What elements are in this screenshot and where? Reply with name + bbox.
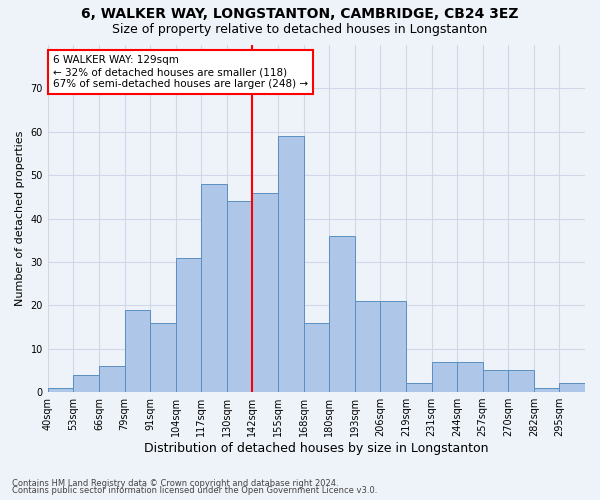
Bar <box>278 136 304 392</box>
Text: Contains public sector information licensed under the Open Government Licence v3: Contains public sector information licen… <box>12 486 377 495</box>
Bar <box>125 310 150 392</box>
Bar <box>99 366 125 392</box>
Bar <box>253 192 278 392</box>
Bar <box>482 370 508 392</box>
Bar <box>201 184 227 392</box>
Bar <box>150 322 176 392</box>
Bar <box>431 362 457 392</box>
Bar <box>176 258 201 392</box>
Text: 6 WALKER WAY: 129sqm
← 32% of detached houses are smaller (118)
67% of semi-deta: 6 WALKER WAY: 129sqm ← 32% of detached h… <box>53 56 308 88</box>
Bar <box>355 301 380 392</box>
Y-axis label: Number of detached properties: Number of detached properties <box>15 131 25 306</box>
X-axis label: Distribution of detached houses by size in Longstanton: Distribution of detached houses by size … <box>144 442 488 455</box>
Bar <box>534 388 559 392</box>
Bar <box>48 388 73 392</box>
Bar <box>559 384 585 392</box>
Bar <box>227 201 253 392</box>
Text: 6, WALKER WAY, LONGSTANTON, CAMBRIDGE, CB24 3EZ: 6, WALKER WAY, LONGSTANTON, CAMBRIDGE, C… <box>81 8 519 22</box>
Bar <box>508 370 534 392</box>
Text: Size of property relative to detached houses in Longstanton: Size of property relative to detached ho… <box>112 22 488 36</box>
Bar <box>329 236 355 392</box>
Text: Contains HM Land Registry data © Crown copyright and database right 2024.: Contains HM Land Registry data © Crown c… <box>12 478 338 488</box>
Bar <box>304 322 329 392</box>
Bar <box>406 384 431 392</box>
Bar <box>457 362 482 392</box>
Bar <box>380 301 406 392</box>
Bar <box>73 374 99 392</box>
